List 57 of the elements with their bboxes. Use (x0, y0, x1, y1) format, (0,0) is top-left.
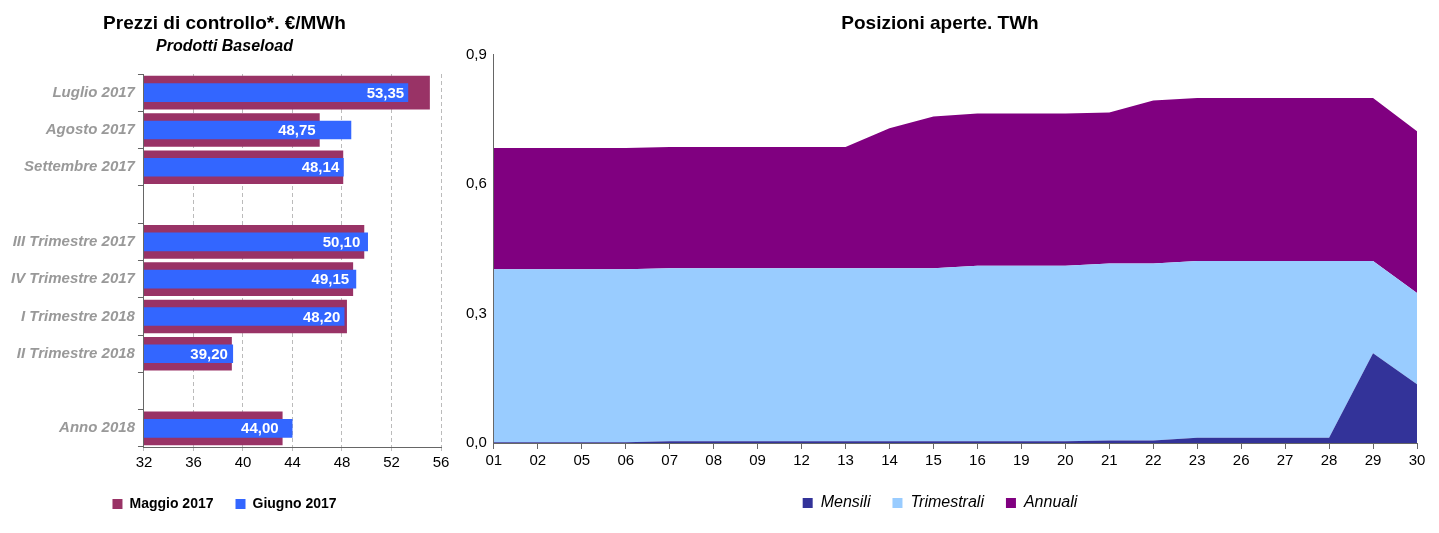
legend-label: Annuali (1022, 493, 1078, 511)
y-tick-label: IV Trimestre 2017 (10, 269, 136, 287)
chart-title: Prezzi di controllo*. €/MWh (103, 11, 346, 33)
x-tick-label: 02 (529, 451, 547, 469)
legend-label: Trimestrali (910, 493, 985, 511)
data-label: 48,75 (278, 121, 316, 139)
x-tick-label: 08 (705, 451, 722, 469)
legend-label: Maggio 2017 (129, 494, 214, 511)
x-tick-label: 26 (1232, 451, 1250, 469)
x-tick-label: 28 (1320, 451, 1338, 469)
x-tick-label: 32 (135, 453, 153, 471)
x-tick-label: 07 (661, 451, 679, 469)
data-label: 49,15 (311, 270, 350, 288)
x-tick-label: 48 (333, 453, 351, 471)
y-tick-label: II Trimestre 2018 (16, 343, 136, 361)
x-tick-label: 15 (925, 451, 942, 469)
y-tick-label: Luglio 2017 (52, 82, 136, 100)
x-tick-label: 06 (617, 451, 635, 469)
x-tick-label: 19 (1013, 451, 1030, 469)
x-tick-label: 36 (185, 453, 202, 471)
y-tick-label: 0,0 (465, 433, 487, 451)
x-tick-label: 01 (485, 451, 503, 469)
y-tick-label: 0,6 (465, 174, 487, 192)
data-label: 53,35 (366, 83, 405, 101)
y-tick-label: 0,9 (465, 44, 487, 62)
x-tick-label: 20 (1056, 451, 1074, 469)
legend-label: Mensili (820, 493, 871, 511)
x-tick-label: 05 (573, 451, 591, 469)
data-label: 48,14 (301, 158, 340, 176)
x-tick-label: 44 (284, 453, 301, 471)
legend-label: Giugno 2017 (252, 494, 337, 511)
data-label: 48,20 (302, 307, 341, 325)
chart-title: Posizioni aperte. TWh (841, 11, 1039, 33)
y-tick-label: III Trimestre 2017 (12, 231, 136, 249)
y-tick-label: 0,3 (465, 303, 487, 321)
chart-subtitle: Prodotti Baseload (156, 36, 295, 54)
x-tick-label: 13 (837, 451, 854, 469)
data-label: 44,00 (241, 419, 279, 437)
x-tick-label: 22 (1144, 451, 1162, 469)
y-tick-label: Settembre 2017 (24, 157, 136, 175)
x-tick-label: 40 (234, 453, 252, 471)
x-tick-label: 12 (793, 451, 810, 469)
x-tick-label: 09 (749, 451, 766, 469)
x-tick-label: 27 (1276, 451, 1294, 469)
x-tick-label: 29 (1364, 451, 1382, 469)
y-tick-label: I Trimestre 2018 (21, 306, 136, 324)
data-label: 50,10 (322, 232, 361, 250)
y-tick-label: Anno 2018 (58, 418, 136, 436)
x-tick-label: 16 (969, 451, 986, 469)
y-tick-label: Agosto 2017 (44, 120, 136, 138)
data-label: 39,20 (190, 344, 228, 362)
x-tick-label: 14 (881, 451, 898, 469)
x-tick-label: 56 (432, 453, 450, 471)
x-tick-label: 30 (1408, 451, 1426, 469)
x-tick-label: 21 (1100, 451, 1118, 469)
x-tick-label: 52 (383, 453, 400, 471)
x-tick-label: 23 (1188, 451, 1206, 469)
